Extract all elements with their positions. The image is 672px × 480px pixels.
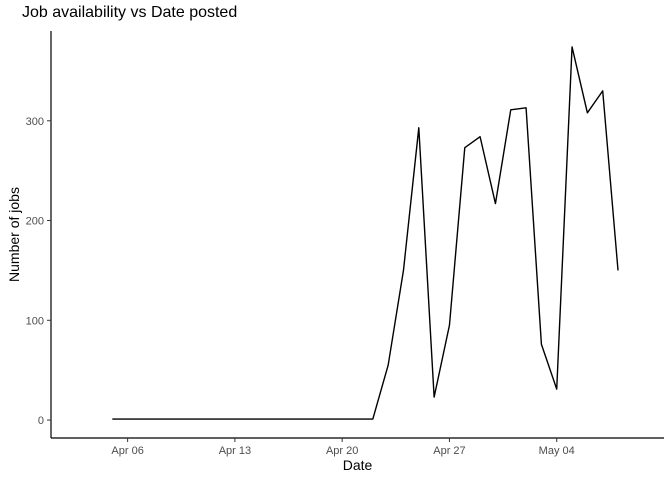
x-tick-label: Apr 20 bbox=[326, 445, 358, 457]
chart-title: Job availability vs Date posted bbox=[22, 4, 238, 21]
x-axis-title: Date bbox=[343, 457, 373, 473]
x-tick-label: May 04 bbox=[539, 445, 575, 457]
y-axis-title: Number of jobs bbox=[6, 187, 22, 282]
x-tick-label: Apr 06 bbox=[111, 445, 143, 457]
y-tick-label: 0 bbox=[38, 415, 44, 427]
y-tick-label: 100 bbox=[26, 315, 44, 327]
y-tick-label: 300 bbox=[26, 116, 44, 128]
y-tick-label: 200 bbox=[26, 216, 44, 228]
series-line bbox=[112, 46, 619, 420]
x-tick-label: Apr 27 bbox=[433, 445, 465, 457]
x-tick-label: Apr 13 bbox=[219, 445, 251, 457]
